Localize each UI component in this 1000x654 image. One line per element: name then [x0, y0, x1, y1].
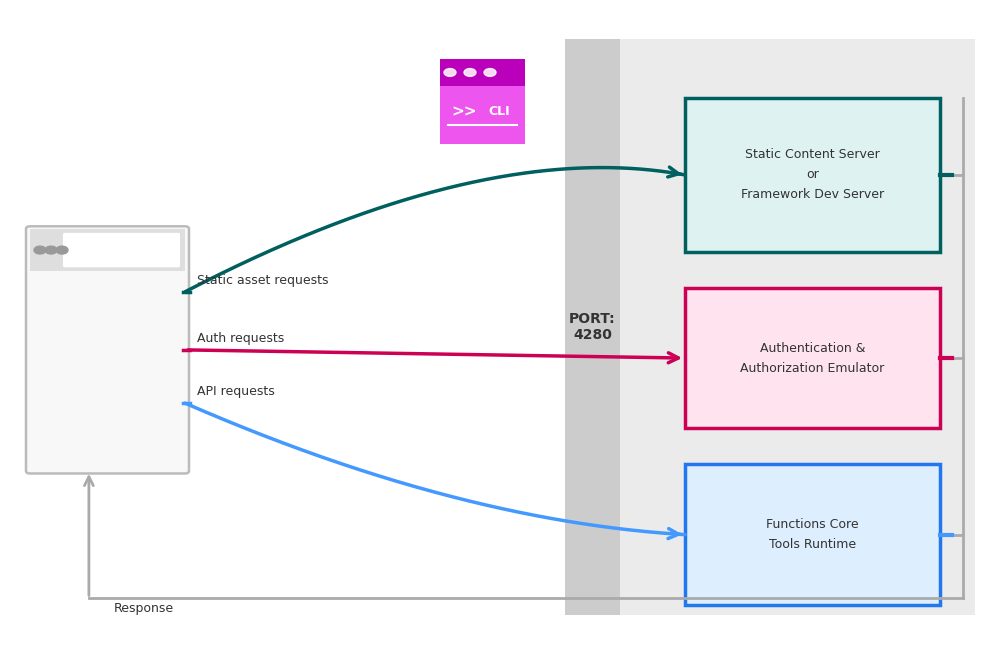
Circle shape: [34, 246, 46, 254]
Text: Auth requests: Auth requests: [197, 332, 284, 345]
Bar: [30, 229, 185, 271]
FancyBboxPatch shape: [26, 226, 189, 473]
Text: Static asset requests: Static asset requests: [197, 273, 328, 286]
Circle shape: [45, 246, 57, 254]
Circle shape: [464, 69, 476, 77]
Text: API requests: API requests: [197, 385, 275, 398]
Circle shape: [444, 69, 456, 77]
Text: Functions Core
Tools Runtime: Functions Core Tools Runtime: [766, 518, 859, 551]
Bar: [440, 59, 525, 86]
Text: Response: Response: [114, 602, 174, 615]
Bar: [620, 39, 975, 615]
Bar: [685, 464, 940, 605]
Bar: [440, 86, 525, 144]
Text: PORT:
4280: PORT: 4280: [569, 312, 616, 342]
Bar: [685, 288, 940, 428]
Text: >>: >>: [451, 104, 477, 119]
Text: Authentication &
Authorization Emulator: Authentication & Authorization Emulator: [740, 341, 885, 375]
Text: Static Content Server
or
Framework Dev Server: Static Content Server or Framework Dev S…: [741, 148, 884, 201]
Bar: [565, 39, 620, 615]
Bar: [685, 98, 940, 252]
FancyBboxPatch shape: [63, 233, 180, 267]
Text: CLI: CLI: [489, 105, 510, 118]
Circle shape: [484, 69, 496, 77]
Circle shape: [56, 246, 68, 254]
